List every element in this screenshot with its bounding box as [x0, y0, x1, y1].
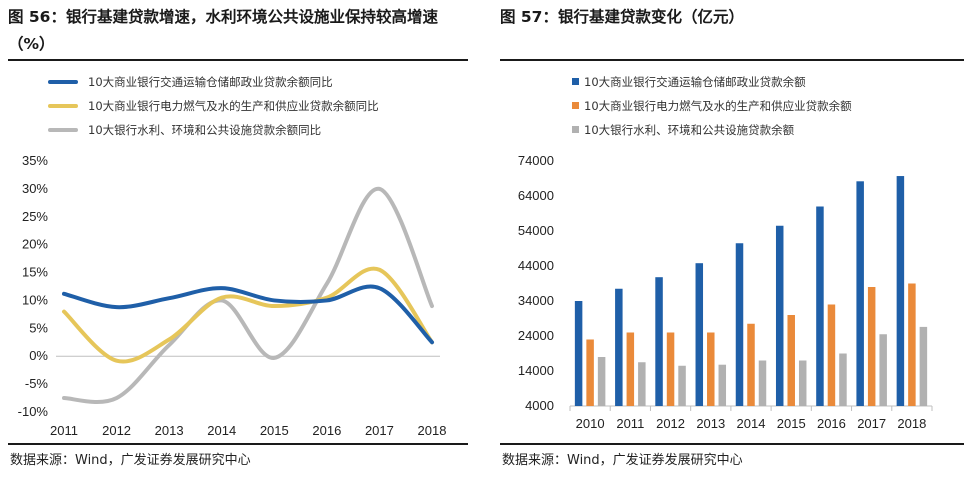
left-legend-swatch: [48, 80, 78, 84]
right-bar: [707, 332, 715, 406]
right-x-tick-label: 2014: [737, 416, 766, 431]
left-x-tick-label: 2012: [102, 423, 131, 438]
left-y-tick-label: 10%: [22, 292, 48, 307]
left-y-tick-label: -5%: [25, 376, 49, 391]
right-bar: [718, 364, 727, 406]
left-x-tick-label: 2013: [155, 423, 184, 438]
left-legend-swatch: [48, 104, 78, 108]
right-x-tick-label: 2011: [616, 416, 644, 431]
right-bar: [839, 353, 847, 406]
left-legend-label: 10大商业银行交通运输仓储邮政业贷款余额同比: [88, 75, 333, 89]
left-y-tick-label: 15%: [22, 265, 48, 280]
right-chart-panel: 图 57：银行基建贷款变化（亿元） 10大商业银行交通运输仓储邮政业贷款余额 10…: [490, 0, 968, 477]
right-bar: [896, 176, 905, 406]
left-x-tick-label: 2015: [260, 423, 289, 438]
right-bar-chart: 4000 14000 24000 34000 44000 54000 64000 74000 2…: [518, 153, 933, 431]
left-x-tick-label: 2018: [418, 423, 447, 438]
left-y-tick-label: 25%: [22, 209, 48, 224]
left-y-tick-label: 35%: [22, 153, 48, 168]
right-y-tick-label: 74000: [518, 153, 554, 168]
right-bar: [827, 304, 836, 406]
right-bar: [816, 206, 824, 406]
right-bar: [615, 288, 623, 406]
right-legend-swatch: [572, 78, 579, 85]
right-bar: [678, 365, 686, 406]
right-bar: [597, 357, 606, 406]
right-legend-label: 10大银行水利、环境和公共设施贷款余额: [584, 123, 795, 137]
right-legend-swatch: [572, 126, 579, 133]
right-bar: [574, 301, 583, 406]
right-x-tick-label: 2013: [696, 416, 725, 431]
left-legend: 10大商业银行交通运输仓储邮政业贷款余额同比 10大商业银行电力燃气及水的生产和供…: [48, 74, 468, 144]
left-x-tick-label: 2016: [312, 423, 341, 438]
right-bar: [856, 181, 864, 406]
right-y-tick-label: 14000: [518, 363, 554, 378]
right-bar: [626, 332, 635, 406]
right-bar: [758, 360, 767, 406]
right-bar: [747, 323, 755, 406]
right-bar: [908, 283, 916, 406]
left-source-rule: [8, 443, 468, 445]
right-legend: 10大商业银行交通运输仓储邮政业贷款余额 10大商业银行电力燃气及水的生产和供应业…: [572, 74, 962, 144]
left-y-tick-label: 0%: [29, 348, 48, 363]
right-bar: [879, 334, 887, 406]
right-legend-swatch: [572, 102, 579, 109]
right-source-rule: [500, 443, 964, 445]
left-y-tick-label: 30%: [22, 181, 48, 196]
right-bar: [787, 315, 795, 406]
left-series-line: [62, 266, 434, 364]
right-source-note: 数据来源：Wind，广发证券发展研究中心: [502, 453, 743, 468]
right-x-tick-label: 2012: [656, 416, 685, 431]
left-line-chart: -10% -5% 0% 5% 10% 15% 20% 25% 30% 35% 2011 2012 201…: [18, 153, 447, 438]
right-bar: [735, 243, 744, 406]
left-y-tick-label: 20%: [22, 237, 48, 252]
right-title-rule: [500, 59, 964, 61]
left-legend-swatch: [48, 128, 78, 132]
left-series-line: [62, 186, 434, 404]
right-bar: [638, 362, 646, 406]
right-x-tick-label: 2017: [857, 416, 886, 431]
right-bar: [666, 332, 675, 406]
left-y-tick-label: 5%: [29, 320, 48, 335]
right-y-tick-label: 54000: [518, 223, 554, 238]
right-y-tick-label: 44000: [518, 258, 554, 273]
right-bar: [867, 287, 876, 406]
right-x-tick-label: 2018: [897, 416, 926, 431]
left-series-line: [62, 284, 434, 345]
left-y-tick-label: -10%: [18, 404, 49, 419]
right-bar: [798, 360, 807, 406]
left-title-rule: [8, 59, 468, 61]
right-bar: [775, 225, 784, 406]
left-source-note: 数据来源：Wind，广发证券发展研究中心: [10, 453, 251, 468]
right-legend-label: 10大商业银行交通运输仓储邮政业贷款余额: [584, 75, 806, 89]
right-y-tick-label: 4000: [525, 398, 554, 413]
right-x-tick-label: 2016: [817, 416, 846, 431]
right-x-tick-label: 2015: [777, 416, 806, 431]
right-y-tick-label: 64000: [518, 188, 554, 203]
left-chart-panel: 图 56：银行基建贷款增速，水利环境公共设施业保持较高增速（%） 10大商业银行…: [8, 8, 468, 468]
left-x-tick-label: 2017: [365, 423, 394, 438]
left-x-tick-label: 2011: [50, 423, 78, 438]
right-bar: [695, 263, 704, 406]
right-x-tick-label: 2010: [576, 416, 605, 431]
left-legend-label: 10大商业银行电力燃气及水的生产和供应业贷款余额同比: [88, 99, 379, 113]
left-x-tick-label: 2014: [207, 423, 236, 438]
right-bar: [586, 339, 594, 406]
right-y-tick-label: 34000: [518, 293, 554, 308]
right-bar: [655, 277, 663, 406]
right-bar: [919, 326, 928, 406]
right-legend-label: 10大商业银行电力燃气及水的生产和供应业贷款余额: [584, 99, 852, 113]
left-legend-label: 10大银行水利、环境和公共设施贷款余额同比: [88, 123, 322, 137]
right-y-tick-label: 24000: [518, 328, 554, 343]
right-figure-title: 图 57：银行基建贷款变化（亿元）: [500, 8, 744, 26]
left-figure-title: 图 56：银行基建贷款增速，水利环境公共设施业保持较高增速（%）: [8, 8, 438, 53]
